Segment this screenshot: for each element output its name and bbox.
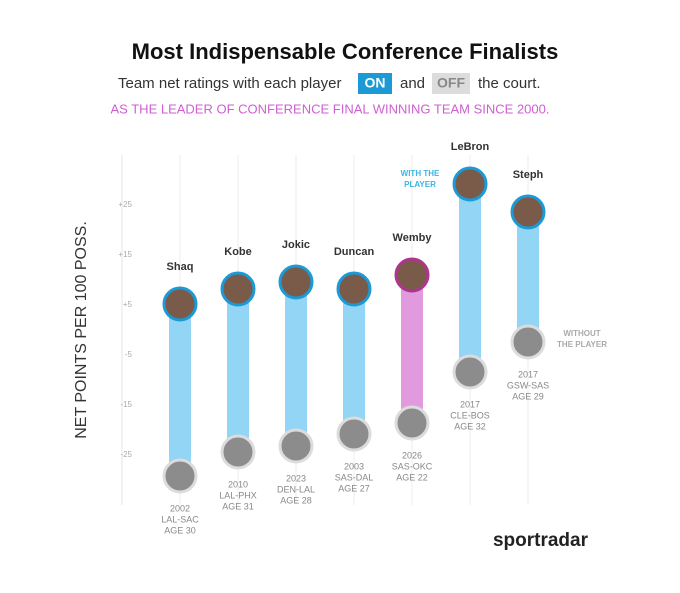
detail: 2017 bbox=[460, 399, 480, 409]
detail: 2002 bbox=[170, 503, 190, 513]
range-bar bbox=[517, 212, 539, 342]
subtitle: Team net ratings with each player bbox=[118, 75, 341, 92]
on-marker bbox=[452, 166, 488, 202]
annotation: WITH THE bbox=[401, 169, 440, 178]
off-marker bbox=[278, 428, 314, 464]
off-marker bbox=[220, 434, 256, 470]
detail: 2026 bbox=[402, 450, 422, 460]
range-bar bbox=[169, 304, 191, 476]
on-marker bbox=[162, 286, 198, 322]
legend-on-badge bbox=[358, 73, 392, 94]
on-marker bbox=[278, 264, 314, 300]
detail: CLE-BOS bbox=[450, 410, 490, 420]
logo: sportradar bbox=[493, 530, 589, 551]
chart-title: Most Indispensable Conference Finalists bbox=[132, 39, 559, 64]
player-name: LeBron bbox=[451, 141, 490, 153]
range-bar bbox=[227, 289, 249, 452]
detail: AGE 30 bbox=[164, 525, 196, 535]
detail: DEN-LAL bbox=[277, 484, 315, 494]
detail: LAL-SAC bbox=[161, 514, 199, 524]
legend-off-badge bbox=[432, 73, 470, 94]
detail: 2003 bbox=[344, 461, 364, 471]
detail: AGE 32 bbox=[454, 421, 486, 431]
range-bar bbox=[401, 275, 423, 423]
off-marker bbox=[452, 354, 488, 390]
y-tick-label: -5 bbox=[125, 350, 133, 359]
off-marker bbox=[336, 416, 372, 452]
annotation: WITHOUT bbox=[563, 329, 600, 338]
detail: SAS-DAL bbox=[335, 472, 374, 482]
detail: 2023 bbox=[286, 473, 306, 483]
off-marker bbox=[394, 405, 430, 441]
legend-on: ON bbox=[365, 75, 386, 91]
y-axis-label: NET POINTS PER 100 POSS. bbox=[73, 221, 90, 439]
y-tick-label: -25 bbox=[120, 450, 132, 459]
annotation: THE PLAYER bbox=[557, 340, 607, 349]
detail: GSW-SAS bbox=[507, 380, 549, 390]
range-bar bbox=[343, 289, 365, 434]
off-marker bbox=[510, 324, 546, 360]
off-marker bbox=[162, 458, 198, 494]
subtitle: and bbox=[400, 75, 425, 92]
detail: 2017 bbox=[518, 369, 538, 379]
detail: SAS-OKC bbox=[392, 461, 433, 471]
player-name: Kobe bbox=[224, 246, 252, 258]
on-marker bbox=[220, 271, 256, 307]
on-marker bbox=[336, 271, 372, 307]
y-tick-label: +25 bbox=[118, 200, 132, 209]
on-marker bbox=[510, 194, 546, 230]
detail: LAL-PHX bbox=[219, 490, 257, 500]
range-bar bbox=[459, 184, 481, 372]
detail: AGE 22 bbox=[396, 472, 428, 482]
subtitle2: AS THE LEADER OF CONFERENCE FINAL WINNIN… bbox=[111, 101, 550, 116]
player-name: Steph bbox=[513, 169, 544, 181]
detail: AGE 29 bbox=[512, 391, 544, 401]
detail: AGE 28 bbox=[280, 495, 312, 505]
detail: AGE 27 bbox=[338, 483, 370, 493]
player-name: Shaq bbox=[167, 261, 194, 273]
subtitle: the court. bbox=[478, 75, 541, 92]
y-tick-label: -15 bbox=[120, 400, 132, 409]
legend-off: OFF bbox=[437, 75, 465, 91]
player-name: Jokic bbox=[282, 239, 310, 251]
player-name: Duncan bbox=[334, 246, 375, 258]
y-tick-label: +15 bbox=[118, 250, 132, 259]
y-tick-label: +5 bbox=[123, 300, 133, 309]
annotation: PLAYER bbox=[404, 180, 436, 189]
range-bar bbox=[285, 282, 307, 446]
on-marker bbox=[394, 257, 430, 293]
detail: AGE 31 bbox=[222, 501, 254, 511]
player-name: Wemby bbox=[393, 232, 433, 244]
detail: 2010 bbox=[228, 479, 248, 489]
